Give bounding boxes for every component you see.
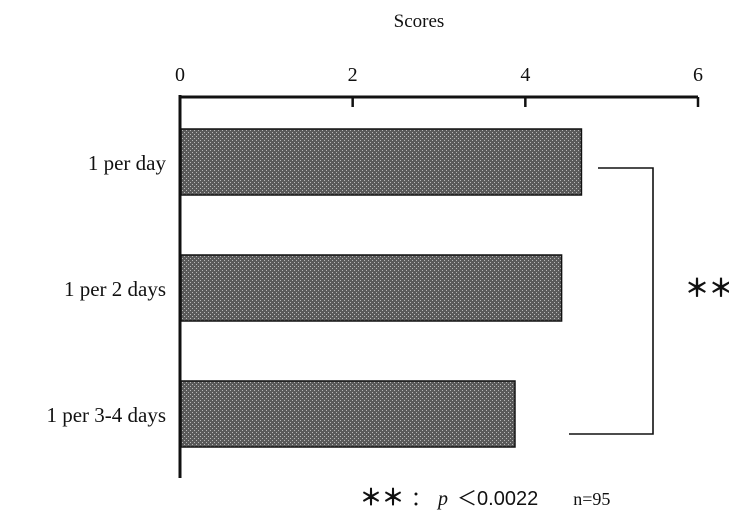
significance-bracket — [569, 167, 654, 435]
bar-1-per-day — [180, 128, 583, 196]
category-label: 1 per day — [88, 151, 167, 175]
x-tick-label: 0 — [175, 64, 185, 86]
category-label: 1 per 3-4 days — [46, 403, 166, 427]
footnote-p-value: ＜0.0022 — [457, 488, 538, 510]
footnote: ＊＊ ： p ＜0.0022 n=95 — [360, 485, 610, 510]
significance-mark: ＊＊ — [685, 276, 729, 302]
x-tick-marks — [351, 97, 700, 107]
x-tick-label: 6 — [693, 64, 703, 86]
bar-1-per-2-days — [180, 254, 563, 322]
category-label: 1 per 2 days — [64, 277, 166, 301]
x-tick-label: 4 — [520, 64, 530, 86]
footnote-mark: ＊＊ — [360, 485, 404, 510]
bars-group — [180, 128, 583, 448]
bar-1-per-3-4-days — [180, 380, 516, 448]
x-axis-title: Scores — [394, 11, 445, 32]
footnote-p-symbol: p — [436, 488, 448, 510]
x-tick-label: 2 — [348, 64, 358, 86]
footnote-n: n=95 — [573, 489, 610, 509]
footnote-colon: ： — [411, 488, 431, 510]
